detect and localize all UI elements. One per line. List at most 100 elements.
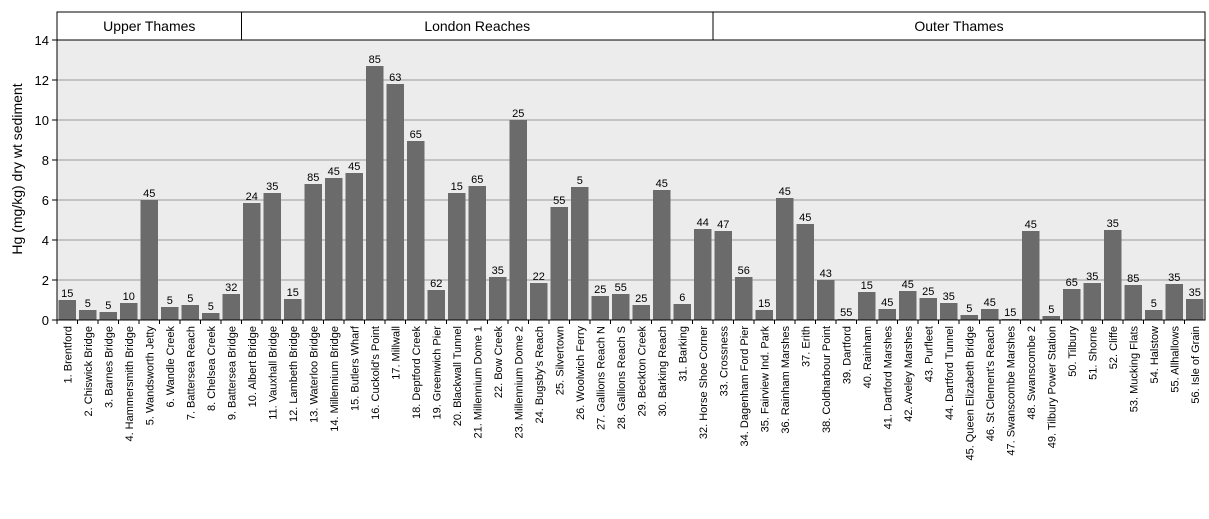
- bar: [427, 290, 445, 320]
- x-tick-label: 35. Fairview Ind. Park: [759, 326, 771, 433]
- bar: [694, 229, 712, 320]
- bar: [530, 283, 548, 320]
- bar: [79, 310, 97, 320]
- x-tick-label: 19. Greenwich Pier: [431, 326, 443, 420]
- x-tick-label: 22. Bow Creek: [493, 326, 505, 399]
- bar: [735, 277, 753, 320]
- bar: [940, 303, 958, 320]
- data-label: 44: [697, 217, 709, 229]
- data-label: 15: [287, 287, 299, 299]
- bar: [919, 298, 937, 320]
- data-label: 5: [85, 298, 91, 310]
- data-label: 65: [410, 129, 422, 141]
- bar: [571, 187, 589, 320]
- y-tick-label: 0: [42, 313, 49, 328]
- bar: [1145, 310, 1163, 320]
- bar: [366, 66, 384, 320]
- bar: [776, 198, 794, 320]
- x-tick-label: 13. Waterloo Bridge: [308, 326, 320, 423]
- bar: [1124, 285, 1142, 320]
- y-tick-label: 8: [42, 153, 49, 168]
- data-label: 5: [167, 295, 173, 307]
- x-tick-label: 18. Deptford Creek: [411, 326, 423, 419]
- data-label: 35: [1107, 218, 1119, 230]
- x-tick-label: 15. Butlers Wharf: [349, 325, 361, 411]
- bar: [325, 178, 343, 320]
- region-header: [56, 11, 1206, 41]
- data-label: 85: [369, 54, 381, 66]
- data-label: 35: [1168, 272, 1180, 284]
- x-tick-label: 48. Swanscombe 2: [1026, 326, 1038, 420]
- data-label: 5: [1048, 304, 1054, 316]
- x-tick-label: 47. Swanscombe Marshes: [1005, 326, 1017, 456]
- bar: [58, 300, 76, 320]
- bar: [468, 186, 486, 320]
- data-label: 47: [717, 219, 729, 231]
- bar: [981, 309, 999, 320]
- data-label: 24: [246, 191, 258, 203]
- bar: [161, 307, 179, 320]
- bar: [899, 291, 917, 320]
- bar: [222, 294, 240, 320]
- data-label: 15: [451, 181, 463, 193]
- bar: [878, 309, 896, 320]
- data-label: 32: [225, 282, 237, 294]
- x-tick-label: 30. Barking Reach: [657, 326, 669, 417]
- x-tick-label: 26. Woolwich Ferry: [575, 326, 587, 420]
- data-label: 45: [779, 186, 791, 198]
- x-tick-label: 39. Dartford: [841, 326, 853, 384]
- y-tick-label: 6: [42, 193, 49, 208]
- data-label: 25: [594, 284, 606, 296]
- data-label: 55: [553, 195, 565, 207]
- x-tick-label: 8. Chelsea Creek: [206, 326, 218, 411]
- x-tick-label: 32. Horse Shoe Corner: [698, 326, 710, 439]
- data-label: 45: [881, 297, 893, 309]
- data-label: 55: [840, 307, 852, 319]
- x-tick-label: 43. Purfleet: [923, 326, 935, 382]
- data-label: 35: [1086, 271, 1098, 283]
- x-tick-label: 55. Allhallows: [1169, 326, 1181, 393]
- data-label: 15: [61, 288, 73, 300]
- x-tick-label: 5. Wandsworth Jetty: [144, 326, 156, 426]
- data-label: 22: [533, 271, 545, 283]
- x-tick-label: 52. Cliffe: [1108, 326, 1120, 369]
- x-tick-label: 38. Coldharbour Point: [821, 326, 833, 433]
- x-tick-label: 3. Barnes Bridge: [103, 326, 115, 408]
- data-label: 25: [512, 108, 524, 120]
- x-tick-label: 20. Blackwall Tunnel: [452, 326, 464, 426]
- data-label: 35: [492, 265, 504, 277]
- data-label: 25: [922, 286, 934, 298]
- bar: [1104, 230, 1122, 320]
- bar: [1083, 283, 1101, 320]
- bar: [243, 203, 261, 320]
- y-tick-label: 12: [35, 73, 49, 88]
- bar: [714, 231, 732, 320]
- data-label: 45: [1025, 219, 1037, 231]
- x-tick-label: 53. Mucking Flats: [1128, 326, 1140, 413]
- bar: [99, 312, 117, 320]
- data-label: 10: [123, 291, 135, 303]
- data-label: 15: [861, 280, 873, 292]
- bar: [591, 296, 609, 320]
- x-tick-label: 45. Queen Elizabeth Bridge: [964, 326, 976, 461]
- data-label: 85: [307, 172, 319, 184]
- bar: [673, 304, 691, 320]
- y-tick-label: 2: [42, 273, 49, 288]
- x-tick-label: 7. Battersea Reach: [185, 326, 197, 420]
- bar: [653, 190, 671, 320]
- x-tick-label: 28. Gallions Reach S: [616, 326, 628, 429]
- bar: [858, 292, 876, 320]
- data-label: 63: [389, 72, 401, 84]
- data-label: 65: [471, 174, 483, 186]
- data-label: 15: [758, 298, 770, 310]
- data-label: 45: [348, 161, 360, 173]
- x-tick-label: 40. Rainham: [862, 326, 874, 388]
- data-label: 65: [1066, 277, 1078, 289]
- x-tick-label: 27. Gallions Reach N: [595, 326, 607, 430]
- bar: [407, 141, 425, 320]
- bar: [1165, 284, 1183, 320]
- x-tick-label: 49. Tilbury Power Station: [1046, 326, 1058, 448]
- y-tick-label: 4: [42, 233, 49, 248]
- x-tick-label: 6. Wandle Creek: [165, 326, 177, 408]
